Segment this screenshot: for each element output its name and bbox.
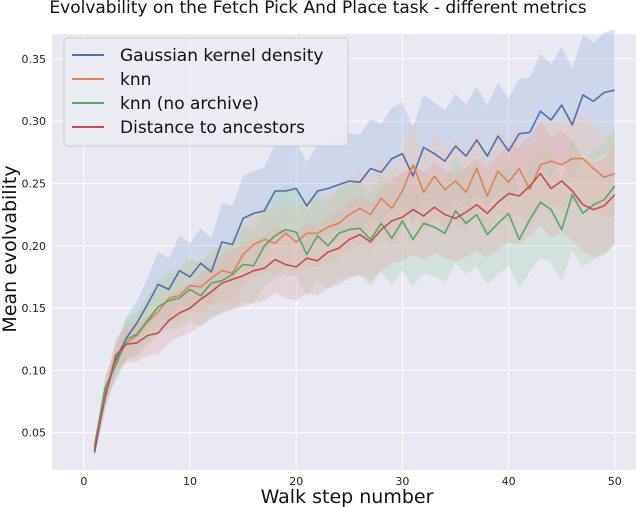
y-tick-label: 0.35 xyxy=(22,53,47,66)
series-line-2 xyxy=(93,185,616,448)
y-axis-label: Mean evolvability xyxy=(0,165,21,332)
legend-label: Gaussian kernel density xyxy=(120,46,323,66)
y-tick-label: 0.20 xyxy=(22,240,47,253)
chart-title: Evolvability on the Fetch Pick And Place… xyxy=(49,0,586,18)
confidence-band-series-3 xyxy=(94,121,615,456)
x-axis-label: Walk step number xyxy=(261,486,434,507)
x-tick-label: 10 xyxy=(183,475,197,488)
legend-label: knn xyxy=(120,70,151,90)
y-tick-label: 0.05 xyxy=(22,427,47,440)
y-tick-label: 0.15 xyxy=(22,302,47,315)
y-tick-label: 0.10 xyxy=(22,364,47,377)
series-line-1 xyxy=(93,157,616,446)
series-line-0 xyxy=(93,89,615,453)
legend-label: knn (no archive) xyxy=(120,94,259,114)
y-tick-label: 0.30 xyxy=(22,115,47,128)
x-tick-label: 40 xyxy=(502,475,516,488)
x-tick-label: 20 xyxy=(289,475,303,488)
y-tick-label: 0.25 xyxy=(22,177,47,190)
x-tick-label: 0 xyxy=(80,475,87,488)
confidence-band-series-2 xyxy=(94,127,615,453)
legend-label: Distance to ancestors xyxy=(120,118,305,138)
x-tick-label: 30 xyxy=(395,475,409,488)
x-axis-ticks: 0 10 20 30 40 50 xyxy=(80,475,621,488)
legend: Gaussian kernel density knn knn (no archiv… xyxy=(63,37,349,147)
x-tick-label: 50 xyxy=(608,475,622,488)
series-line-3 xyxy=(93,172,616,451)
confidence-band-series-1 xyxy=(94,115,615,451)
legend-box xyxy=(63,37,349,147)
series-lines xyxy=(93,89,616,453)
confidence-bands xyxy=(94,29,615,458)
y-axis-ticks: 0.05 0.10 0.15 0.20 0.25 0.30 0.35 xyxy=(22,53,47,440)
confidence-band-series-0 xyxy=(94,29,615,458)
